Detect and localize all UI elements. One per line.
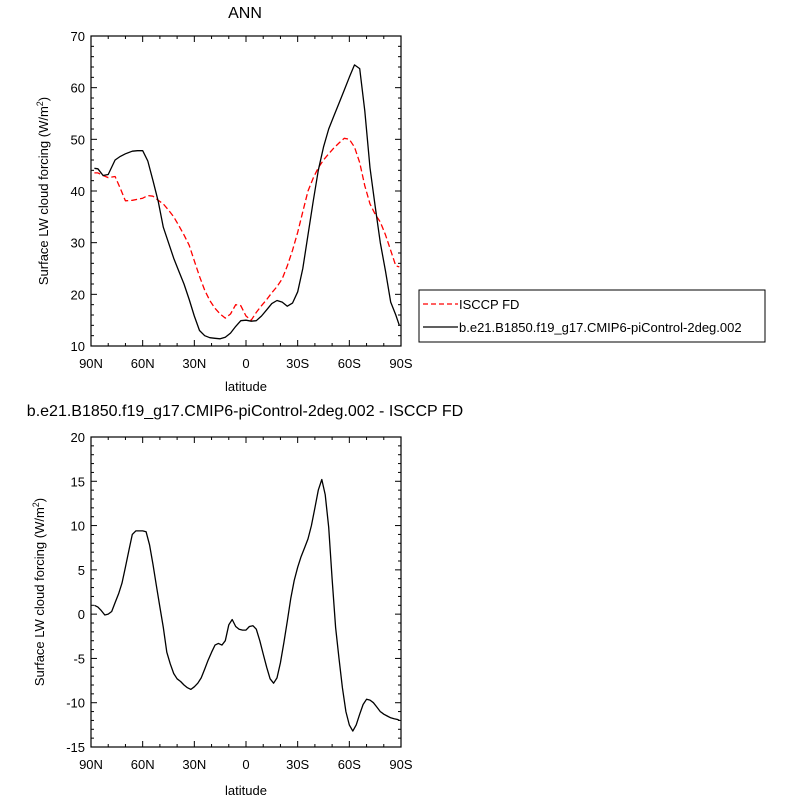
- top-x-tick-label: 0: [242, 356, 249, 371]
- top-y-axis-label-sup: 2: [35, 101, 45, 106]
- bottom-x-axis-label: latitude: [225, 783, 267, 798]
- top-y-axis-label-close: ): [36, 97, 51, 101]
- bottom-y-tick-label: 0: [78, 607, 85, 622]
- bottom-y-axis-label: Surface LW cloud forcing (W/m2): [31, 498, 47, 686]
- bottom-x-tick-label: 90S: [389, 757, 412, 772]
- top-x-tick-label: 30N: [182, 356, 206, 371]
- bottom-x-tick-label: 0: [242, 757, 249, 772]
- bottom-y-axis-label-main: Surface LW cloud forcing (W/m: [32, 507, 47, 686]
- bottom-y-axis-label-sup: 2: [31, 502, 41, 507]
- bottom-x-tick-label: 60N: [131, 757, 155, 772]
- top-y-tick-label: 20: [71, 287, 85, 302]
- top-y-axis-label-main: Surface LW cloud forcing (W/m: [36, 106, 51, 285]
- bottom-x-tick-label: 60S: [338, 757, 361, 772]
- bottom-x-tick-label: 30S: [286, 757, 309, 772]
- bottom-y-tick-label: -15: [66, 740, 85, 755]
- top-series-line-0: [94, 137, 400, 321]
- top-y-tick-label: 50: [71, 132, 85, 147]
- bottom-plot-frame: [90, 436, 402, 748]
- bottom-y-tick-label: 15: [71, 474, 85, 489]
- bottom-axes: 90N 60N 30N 0 30S 60S 90S -15 -10 -5 0 5 10 15 20: [66, 430, 413, 772]
- top-x-tick-label: 60N: [131, 356, 155, 371]
- top-x-tick-label: 90S: [389, 356, 412, 371]
- top-y-tick-label: 70: [71, 29, 85, 44]
- bottom-chart-title: b.e21.B1850.f19_g17.CMIP6-piControl-2deg…: [27, 403, 463, 420]
- top-x-tick-label: 30S: [286, 356, 309, 371]
- bottom-series-layer: [94, 478, 400, 732]
- bottom-y-tick-label: 5: [78, 563, 85, 578]
- top-x-tick-label: 60S: [338, 356, 361, 371]
- bottom-y-tick-label: 20: [71, 430, 85, 445]
- bottom-panel: b.e21.B1850.f19_g17.CMIP6-piControl-2deg…: [27, 403, 463, 798]
- bottom-y-tick-label: 10: [71, 519, 85, 534]
- bottom-x-tick-label: 30N: [182, 757, 206, 772]
- top-x-tick-label: 90N: [79, 356, 103, 371]
- top-y-tick-label: 30: [71, 236, 85, 251]
- bottom-y-tick-label: -5: [73, 651, 85, 666]
- top-y-tick-label: 60: [71, 81, 85, 96]
- top-y-tick-label: 10: [71, 339, 85, 354]
- bottom-x-tick-label: 90N: [79, 757, 103, 772]
- top-axes: 90N 60N 30N 0 30S 60S 90S 10 20 30 40 50 60 70: [71, 29, 413, 371]
- bottom-y-tick-label: -10: [66, 696, 85, 711]
- top-plot-frame: [90, 35, 402, 347]
- top-chart-title: ANN: [228, 5, 262, 22]
- legend-label-isccp: ISCCP FD: [459, 297, 519, 312]
- top-y-tick-label: 40: [71, 184, 85, 199]
- legend-label-model: b.e21.B1850.f19_g17.CMIP6-piControl-2deg…: [459, 320, 742, 335]
- top-panel: ANN 90N 60N 30N 0 30S 60S 90S 10 20 30 40 50 60 70 la…: [35, 5, 766, 394]
- top-series-layer: [94, 64, 400, 340]
- top-series-line-1: [94, 64, 400, 340]
- legend: ISCCP FD b.e21.B1850.f19_g17.CMIP6-piCon…: [418, 289, 766, 343]
- top-y-axis-label: Surface LW cloud forcing (W/m2): [35, 97, 51, 285]
- legend-box: [418, 289, 766, 343]
- bottom-y-axis-label-close: ): [32, 498, 47, 502]
- bottom-series-line-0: [94, 478, 400, 732]
- top-x-axis-label: latitude: [225, 379, 267, 394]
